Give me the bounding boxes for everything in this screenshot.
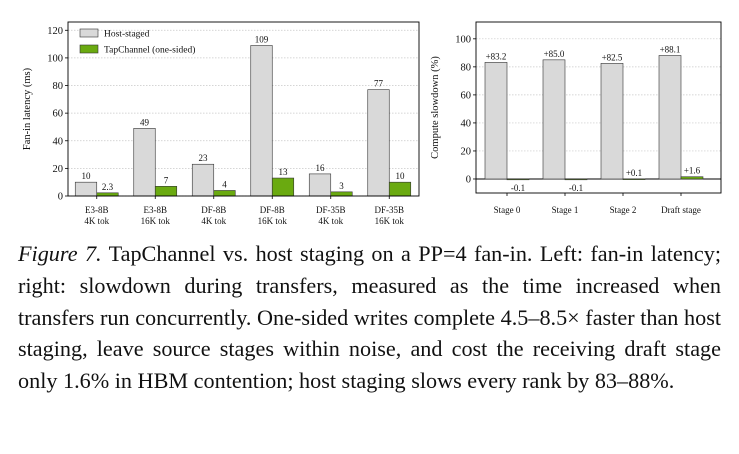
legend: Host-staged TapChannel (one-sided) <box>79 28 195 56</box>
bar-host-staged <box>191 163 215 197</box>
x-tick-label: DF-8B <box>260 205 285 215</box>
bar-tapchannel <box>622 178 646 180</box>
legend-swatch <box>79 28 99 38</box>
data-label: +85.0 <box>544 49 565 59</box>
x-tick-label: 16K tok <box>258 216 288 226</box>
y-tick-label: 120 <box>47 26 63 37</box>
bar-host-staged <box>308 173 332 197</box>
data-label: 13 <box>279 167 289 177</box>
data-label: +82.5 <box>602 52 623 62</box>
x-tick-label: 16K tok <box>141 216 171 226</box>
bar-tapchannel <box>388 181 412 197</box>
data-label: 109 <box>255 34 269 44</box>
x-tick-label: Stage 2 <box>610 205 637 215</box>
data-label: 2.3 <box>102 182 114 192</box>
y-tick-label: 20 <box>53 164 64 175</box>
bar-host-staged <box>133 128 156 197</box>
right-chart-compute-slowdown: +83.2 -0.1 Stage 0 +85.0 -0.1 Stage 1 +82.5 +0.… <box>430 21 722 215</box>
legend-label: Host-staged <box>104 30 150 40</box>
data-label: 10 <box>82 171 92 181</box>
legend-label: TapChannel (one-sided) <box>104 45 195 56</box>
data-label: 16 <box>316 163 326 173</box>
bar-tapchannel <box>506 178 530 181</box>
data-label: +88.1 <box>660 44 681 54</box>
data-label: 49 <box>140 117 150 127</box>
data-label: +1.6 <box>684 166 701 176</box>
x-tick-label: E3-8B <box>85 205 109 215</box>
x-tick-label: Draft stage <box>661 205 701 215</box>
data-label: 7 <box>164 175 169 185</box>
bar-tapchannel <box>330 191 353 197</box>
x-tick-label: DF-35B <box>374 205 404 215</box>
x-tick-label: 16K tok <box>375 216 405 226</box>
bar-host-staged <box>658 55 682 180</box>
y-tick-label: 40 <box>53 136 64 147</box>
bar-host-staged <box>542 59 566 180</box>
data-label: -0.1 <box>569 183 583 193</box>
data-label: 10 <box>396 171 406 181</box>
bar-tapchannel <box>680 176 704 180</box>
bar-host-staged <box>367 89 390 197</box>
plot-frame <box>67 21 420 197</box>
y-tick-label: 100 <box>455 34 471 45</box>
data-label: 77 <box>374 79 384 89</box>
x-tick-label: 4K tok <box>84 216 109 226</box>
bar-host-staged <box>250 45 273 197</box>
y-tick-label: 40 <box>461 118 472 129</box>
y-tick-label: 100 <box>47 53 63 64</box>
legend-swatch <box>79 44 99 54</box>
caption-text: TapChannel vs. host staging on a PP=4 fa… <box>18 241 721 394</box>
caption-label: Figure 7. <box>18 241 102 266</box>
x-tick-label: 4K tok <box>318 216 343 226</box>
bar-host-staged <box>600 63 624 180</box>
y-tick-label: 60 <box>461 90 472 101</box>
data-label: 4 <box>222 179 227 189</box>
y-tick-label: 0 <box>58 192 63 203</box>
data-label: +0.1 <box>626 168 642 178</box>
figure-caption: Figure 7. TapChannel vs. host staging on… <box>18 238 721 397</box>
bar-tapchannel <box>564 178 588 181</box>
y-tick-label: 0 <box>466 174 471 185</box>
y-tick-label: 60 <box>53 109 64 120</box>
y-tick-label: 20 <box>461 146 472 157</box>
y-tick-label: 80 <box>53 81 64 92</box>
data-label: 23 <box>199 153 209 163</box>
bar-tapchannel <box>271 177 295 197</box>
data-label: 3 <box>339 181 344 191</box>
x-tick-label: 4K tok <box>201 216 226 226</box>
bar-tapchannel <box>96 192 119 197</box>
data-label: -0.1 <box>511 183 525 193</box>
x-tick-label: DF-8B <box>201 205 226 215</box>
plot-frame <box>475 21 722 194</box>
y-axis-label: Compute slowdown (%) <box>430 56 441 159</box>
y-axis-label: Fan-in latency (ms) <box>22 67 33 150</box>
x-tick-label: Stage 0 <box>494 205 521 215</box>
data-label: +83.2 <box>486 51 507 61</box>
bar-host-staged <box>74 181 98 197</box>
x-tick-label: DF-35B <box>316 205 346 215</box>
y-tick-label: 80 <box>461 62 472 73</box>
x-tick-label: Stage 1 <box>552 205 579 215</box>
bar-tapchannel <box>154 186 178 197</box>
bar-host-staged <box>484 62 508 180</box>
bar-tapchannel <box>213 190 236 197</box>
x-tick-label: E3-8B <box>144 205 168 215</box>
